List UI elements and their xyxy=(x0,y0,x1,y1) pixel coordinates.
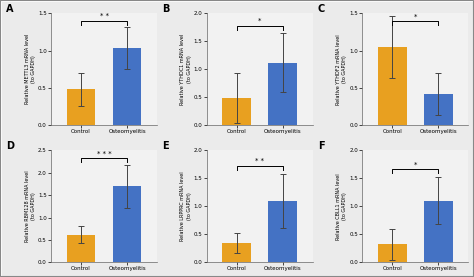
Y-axis label: Relative METTL3 mRNA level
(to GAPDH): Relative METTL3 mRNA level (to GAPDH) xyxy=(25,34,36,104)
Bar xyxy=(424,94,453,125)
Bar xyxy=(67,235,95,262)
Text: F: F xyxy=(318,142,324,152)
Y-axis label: Relative CBLL1 mRNA level
(to GAPDH): Relative CBLL1 mRNA level (to GAPDH) xyxy=(336,173,347,240)
Text: *: * xyxy=(414,162,417,168)
Text: * *: * * xyxy=(255,158,264,165)
Bar xyxy=(113,186,141,262)
Text: E: E xyxy=(162,142,169,152)
Text: * * *: * * * xyxy=(97,151,111,157)
Y-axis label: Relative YTHDF2 mRNA level
(to GAPDH): Relative YTHDF2 mRNA level (to GAPDH) xyxy=(336,34,347,104)
Text: *: * xyxy=(414,14,417,19)
Bar xyxy=(268,63,297,125)
Bar xyxy=(424,201,453,262)
Y-axis label: Relative RBM128 mRNA level
(to GAPDH): Relative RBM128 mRNA level (to GAPDH) xyxy=(25,171,36,242)
Text: *: * xyxy=(258,18,261,24)
Bar xyxy=(268,201,297,262)
Text: A: A xyxy=(6,4,14,14)
Bar xyxy=(378,47,407,125)
Bar xyxy=(113,48,141,125)
Y-axis label: Relative YTHDC1 mRNA level
(to GAPDH): Relative YTHDC1 mRNA level (to GAPDH) xyxy=(181,34,191,105)
Text: B: B xyxy=(162,4,169,14)
Bar xyxy=(378,244,407,262)
Text: C: C xyxy=(318,4,325,14)
Text: D: D xyxy=(6,142,14,152)
Bar xyxy=(67,89,95,125)
Text: * *: * * xyxy=(100,14,109,19)
Bar xyxy=(222,243,251,262)
Y-axis label: Relative LRPPRC mRNA level
(to GAPDH): Relative LRPPRC mRNA level (to GAPDH) xyxy=(181,171,191,241)
Bar xyxy=(222,98,251,125)
